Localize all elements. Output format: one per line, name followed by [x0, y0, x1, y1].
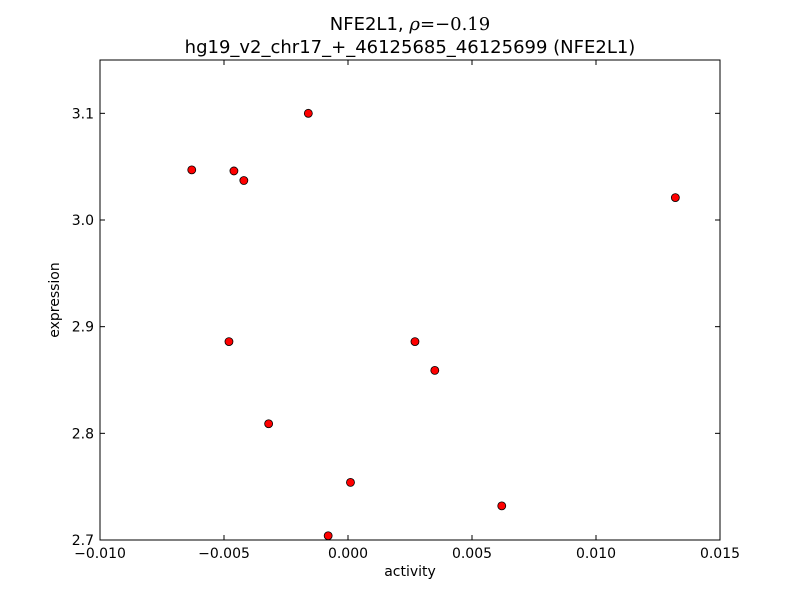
- x-tick-label: −0.010: [74, 546, 126, 562]
- x-tick-label: 0.005: [452, 546, 492, 562]
- data-point: [303, 108, 313, 118]
- data-point: [187, 165, 197, 175]
- plot-area: [187, 108, 680, 541]
- data-point: [346, 477, 355, 487]
- data-point: [410, 337, 420, 347]
- x-axis-label: activity: [384, 564, 436, 580]
- data-point: [264, 419, 274, 429]
- data-point: [497, 501, 507, 511]
- y-tick-label: 3.1: [72, 106, 94, 122]
- x-tick-label: 0.000: [328, 546, 368, 562]
- data-point: [323, 531, 333, 541]
- data-point: [239, 176, 249, 185]
- y-tick-label: 2.7: [72, 533, 94, 549]
- title-rho-value: =−0.19: [420, 14, 490, 35]
- y-axis-label: expression: [47, 262, 63, 338]
- data-point: [224, 337, 234, 347]
- chart-subtitle: hg19_v2_chr17_+_46125685_46125699 (NFE2L…: [185, 37, 636, 58]
- data-point: [670, 193, 680, 203]
- y-tick-label: 2.8: [72, 426, 94, 442]
- x-tick-label: 0.010: [576, 546, 616, 562]
- data-point: [430, 365, 440, 375]
- x-tick-label: 0.015: [700, 546, 740, 562]
- y-tick-label: 2.9: [72, 320, 94, 336]
- title-gene: NFE2L1,: [330, 14, 410, 35]
- data-point: [229, 166, 239, 176]
- axes-frame: [99, 59, 721, 541]
- title-rho-symbol: ρ: [408, 14, 420, 35]
- x-tick-label: −0.005: [198, 546, 250, 562]
- y-tick-label: 3.0: [72, 213, 94, 229]
- chart-title: NFE2L1, ρ=−0.19: [330, 14, 490, 35]
